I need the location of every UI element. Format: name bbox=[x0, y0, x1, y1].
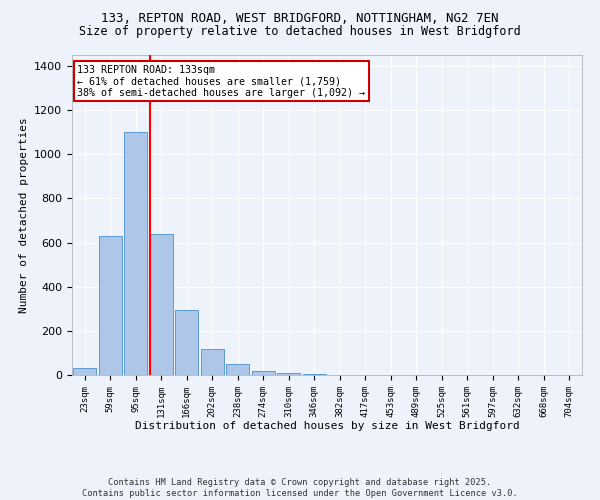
Bar bbox=[302, 374, 326, 375]
Text: Contains HM Land Registry data © Crown copyright and database right 2025.
Contai: Contains HM Land Registry data © Crown c… bbox=[82, 478, 518, 498]
Bar bbox=[98, 236, 122, 375]
Text: Size of property relative to detached houses in West Bridgford: Size of property relative to detached ho… bbox=[79, 25, 521, 38]
Text: 133, REPTON ROAD, WEST BRIDGFORD, NOTTINGHAM, NG2 7EN: 133, REPTON ROAD, WEST BRIDGFORD, NOTTIN… bbox=[101, 12, 499, 26]
Bar bbox=[277, 373, 301, 375]
Bar bbox=[73, 368, 97, 375]
Bar bbox=[200, 348, 224, 375]
Bar bbox=[251, 370, 275, 375]
Text: 133 REPTON ROAD: 133sqm
← 61% of detached houses are smaller (1,759)
38% of semi: 133 REPTON ROAD: 133sqm ← 61% of detache… bbox=[77, 64, 365, 98]
Bar bbox=[226, 364, 250, 375]
Bar bbox=[175, 310, 199, 375]
Bar bbox=[149, 234, 173, 375]
Y-axis label: Number of detached properties: Number of detached properties bbox=[19, 117, 29, 313]
Bar bbox=[124, 132, 148, 375]
X-axis label: Distribution of detached houses by size in West Bridgford: Distribution of detached houses by size … bbox=[134, 421, 520, 431]
